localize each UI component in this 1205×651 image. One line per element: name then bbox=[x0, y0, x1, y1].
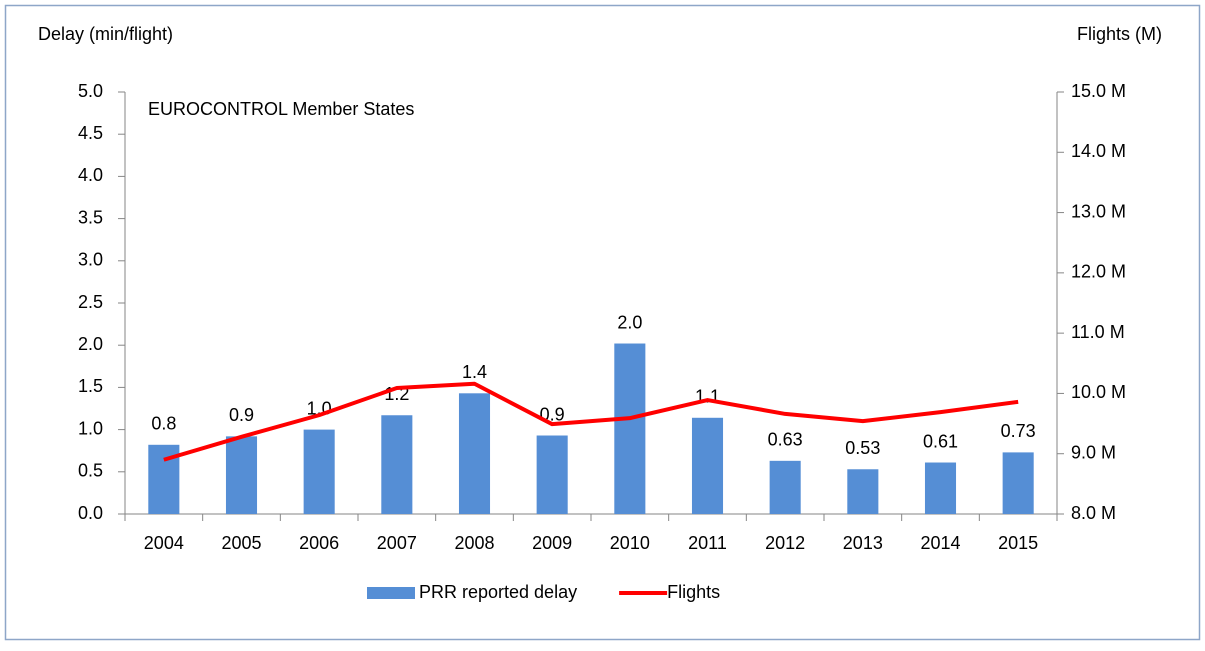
value-label: 1.4 bbox=[462, 362, 487, 382]
value-label: 0.63 bbox=[768, 430, 803, 450]
y2-axis-title: Flights (M) bbox=[1077, 24, 1162, 44]
y2-tick-label: 14.0 M bbox=[1071, 141, 1126, 161]
x-tick-label: 2010 bbox=[610, 533, 650, 553]
y-tick-label: 4.0 bbox=[78, 165, 103, 185]
y-tick-label: 1.0 bbox=[78, 418, 103, 438]
y-tick-label: 0.0 bbox=[78, 503, 103, 523]
legend-label: PRR reported delay bbox=[419, 582, 577, 602]
value-label: 0.61 bbox=[923, 431, 958, 451]
line bbox=[163, 381, 1019, 462]
legend-swatch bbox=[367, 587, 415, 599]
annotation: EUROCONTROL Member States bbox=[148, 99, 414, 119]
bar bbox=[1002, 452, 1034, 514]
bar bbox=[691, 417, 724, 514]
y-tick-label: 4.5 bbox=[78, 123, 103, 143]
x-tick-label: 2011 bbox=[688, 533, 727, 553]
y2-tick-label: 8.0 M bbox=[1071, 503, 1116, 523]
y-tick-label: 2.0 bbox=[78, 334, 103, 354]
y2-tick-label: 11.0 M bbox=[1071, 322, 1125, 342]
y-tick-label: 5.0 bbox=[78, 81, 103, 101]
x-tick-label: 2008 bbox=[454, 533, 494, 553]
legend-label: Flights bbox=[667, 582, 720, 602]
bar bbox=[769, 460, 801, 514]
y2-tick-label: 9.0 M bbox=[1071, 442, 1116, 462]
x-tick-label: 2012 bbox=[765, 533, 805, 553]
bar bbox=[614, 343, 646, 514]
bar bbox=[225, 436, 258, 514]
y-tick-label: 2.5 bbox=[78, 292, 103, 312]
bar bbox=[381, 415, 413, 514]
y2-tick-label: 10.0 M bbox=[1071, 382, 1126, 402]
x-tick-label: 2004 bbox=[144, 533, 184, 553]
y-tick-label: 0.5 bbox=[78, 461, 103, 481]
value-label: 0.8 bbox=[151, 414, 176, 434]
y-tick-label: 3.0 bbox=[78, 250, 103, 270]
y-tick-label: 1.5 bbox=[78, 376, 103, 396]
x-tick-label: 2014 bbox=[920, 533, 960, 553]
bar bbox=[458, 393, 491, 514]
bar bbox=[847, 469, 879, 514]
y2-tick-label: 12.0 M bbox=[1071, 262, 1126, 282]
x-tick-label: 2007 bbox=[377, 533, 417, 553]
value-label: 0.73 bbox=[1001, 421, 1036, 441]
bar bbox=[924, 462, 957, 514]
y2-tick-label: 15.0 M bbox=[1071, 81, 1126, 101]
value-label: 2.0 bbox=[617, 312, 642, 332]
bar bbox=[303, 429, 335, 514]
x-tick-label: 2005 bbox=[221, 533, 261, 553]
y2-tick-label: 13.0 M bbox=[1071, 201, 1126, 221]
y-tick-label: 3.5 bbox=[78, 207, 103, 227]
x-tick-label: 2006 bbox=[299, 533, 339, 553]
bar bbox=[536, 435, 568, 514]
value-label: 0.9 bbox=[229, 405, 254, 425]
x-tick-label: 2015 bbox=[998, 533, 1038, 553]
value-label: 0.53 bbox=[845, 438, 880, 458]
x-tick-label: 2013 bbox=[843, 533, 883, 553]
y-axis-title: Delay (min/flight) bbox=[38, 24, 173, 44]
x-tick-label: 2009 bbox=[532, 533, 572, 553]
chart-border bbox=[4, 4, 1201, 641]
